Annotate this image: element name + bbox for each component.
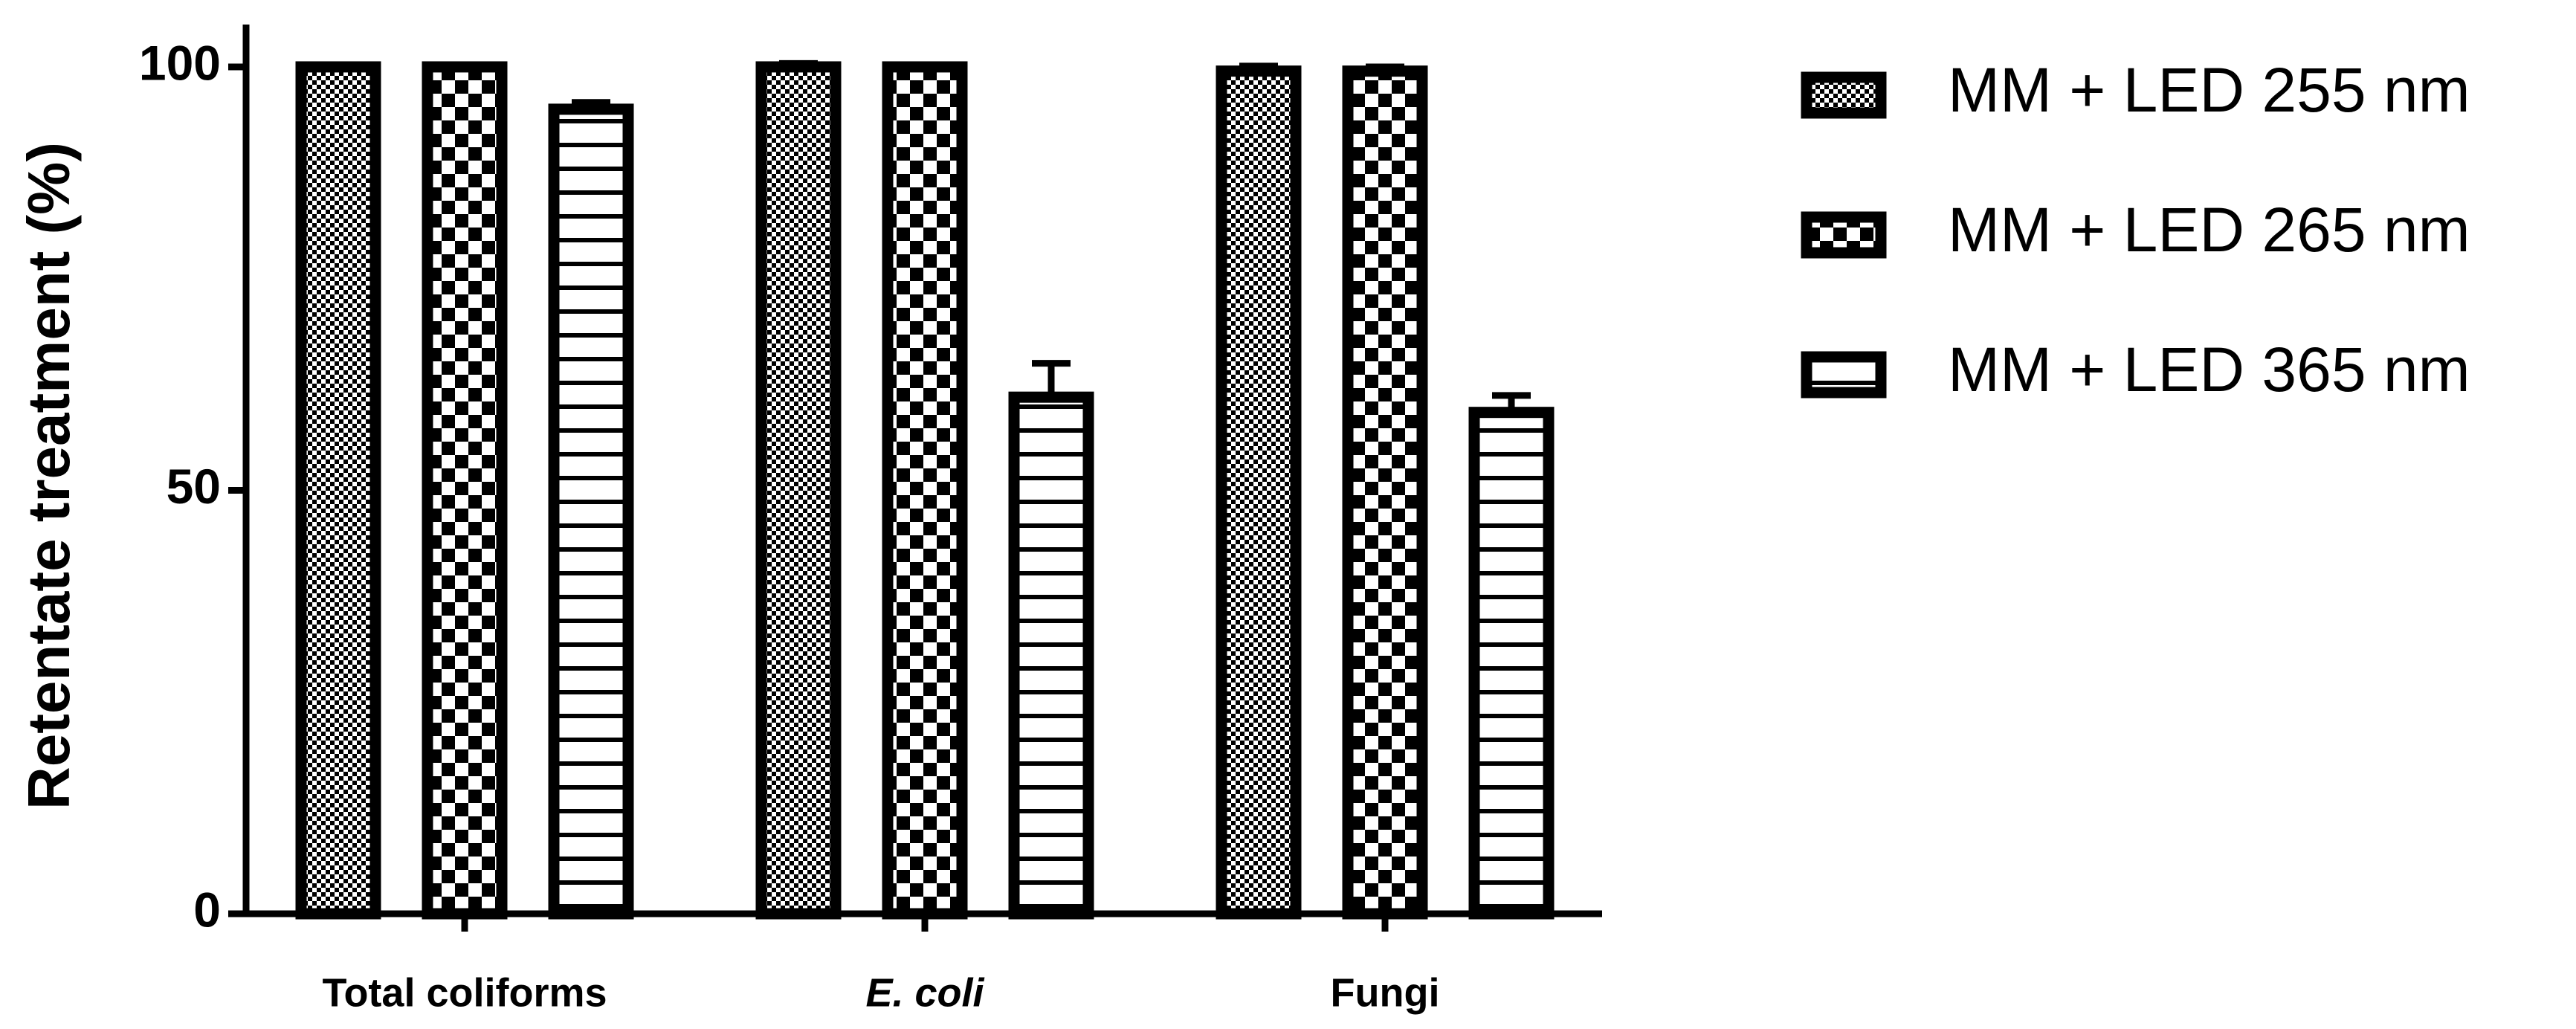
legend-swatch bbox=[1801, 211, 1887, 259]
legend-label: MM + LED 365 nm bbox=[1948, 335, 2470, 404]
legend-swatch bbox=[1801, 351, 1887, 399]
bar bbox=[295, 61, 381, 920]
bar bbox=[548, 103, 634, 920]
y-tick-label: 100 bbox=[139, 35, 221, 90]
y-tick-label: 50 bbox=[167, 459, 221, 514]
bar bbox=[882, 61, 968, 920]
bar bbox=[1216, 65, 1302, 920]
legend-swatch bbox=[1801, 71, 1887, 119]
legend-label: MM + LED 265 nm bbox=[1948, 195, 2470, 265]
x-tick-label: Total coliforms bbox=[322, 970, 607, 1015]
y-axis-label: Retentate treatment (%) bbox=[16, 142, 82, 810]
legend-label: MM + LED 255 nm bbox=[1948, 55, 2470, 125]
bar bbox=[1008, 391, 1094, 920]
x-tick-label: Fungi bbox=[1331, 970, 1440, 1015]
bar bbox=[422, 61, 508, 920]
x-tick-label: E. coli bbox=[865, 970, 984, 1015]
bar bbox=[1342, 65, 1428, 920]
bar bbox=[755, 61, 842, 920]
bar bbox=[1468, 407, 1555, 920]
y-tick-label: 0 bbox=[193, 882, 221, 937]
